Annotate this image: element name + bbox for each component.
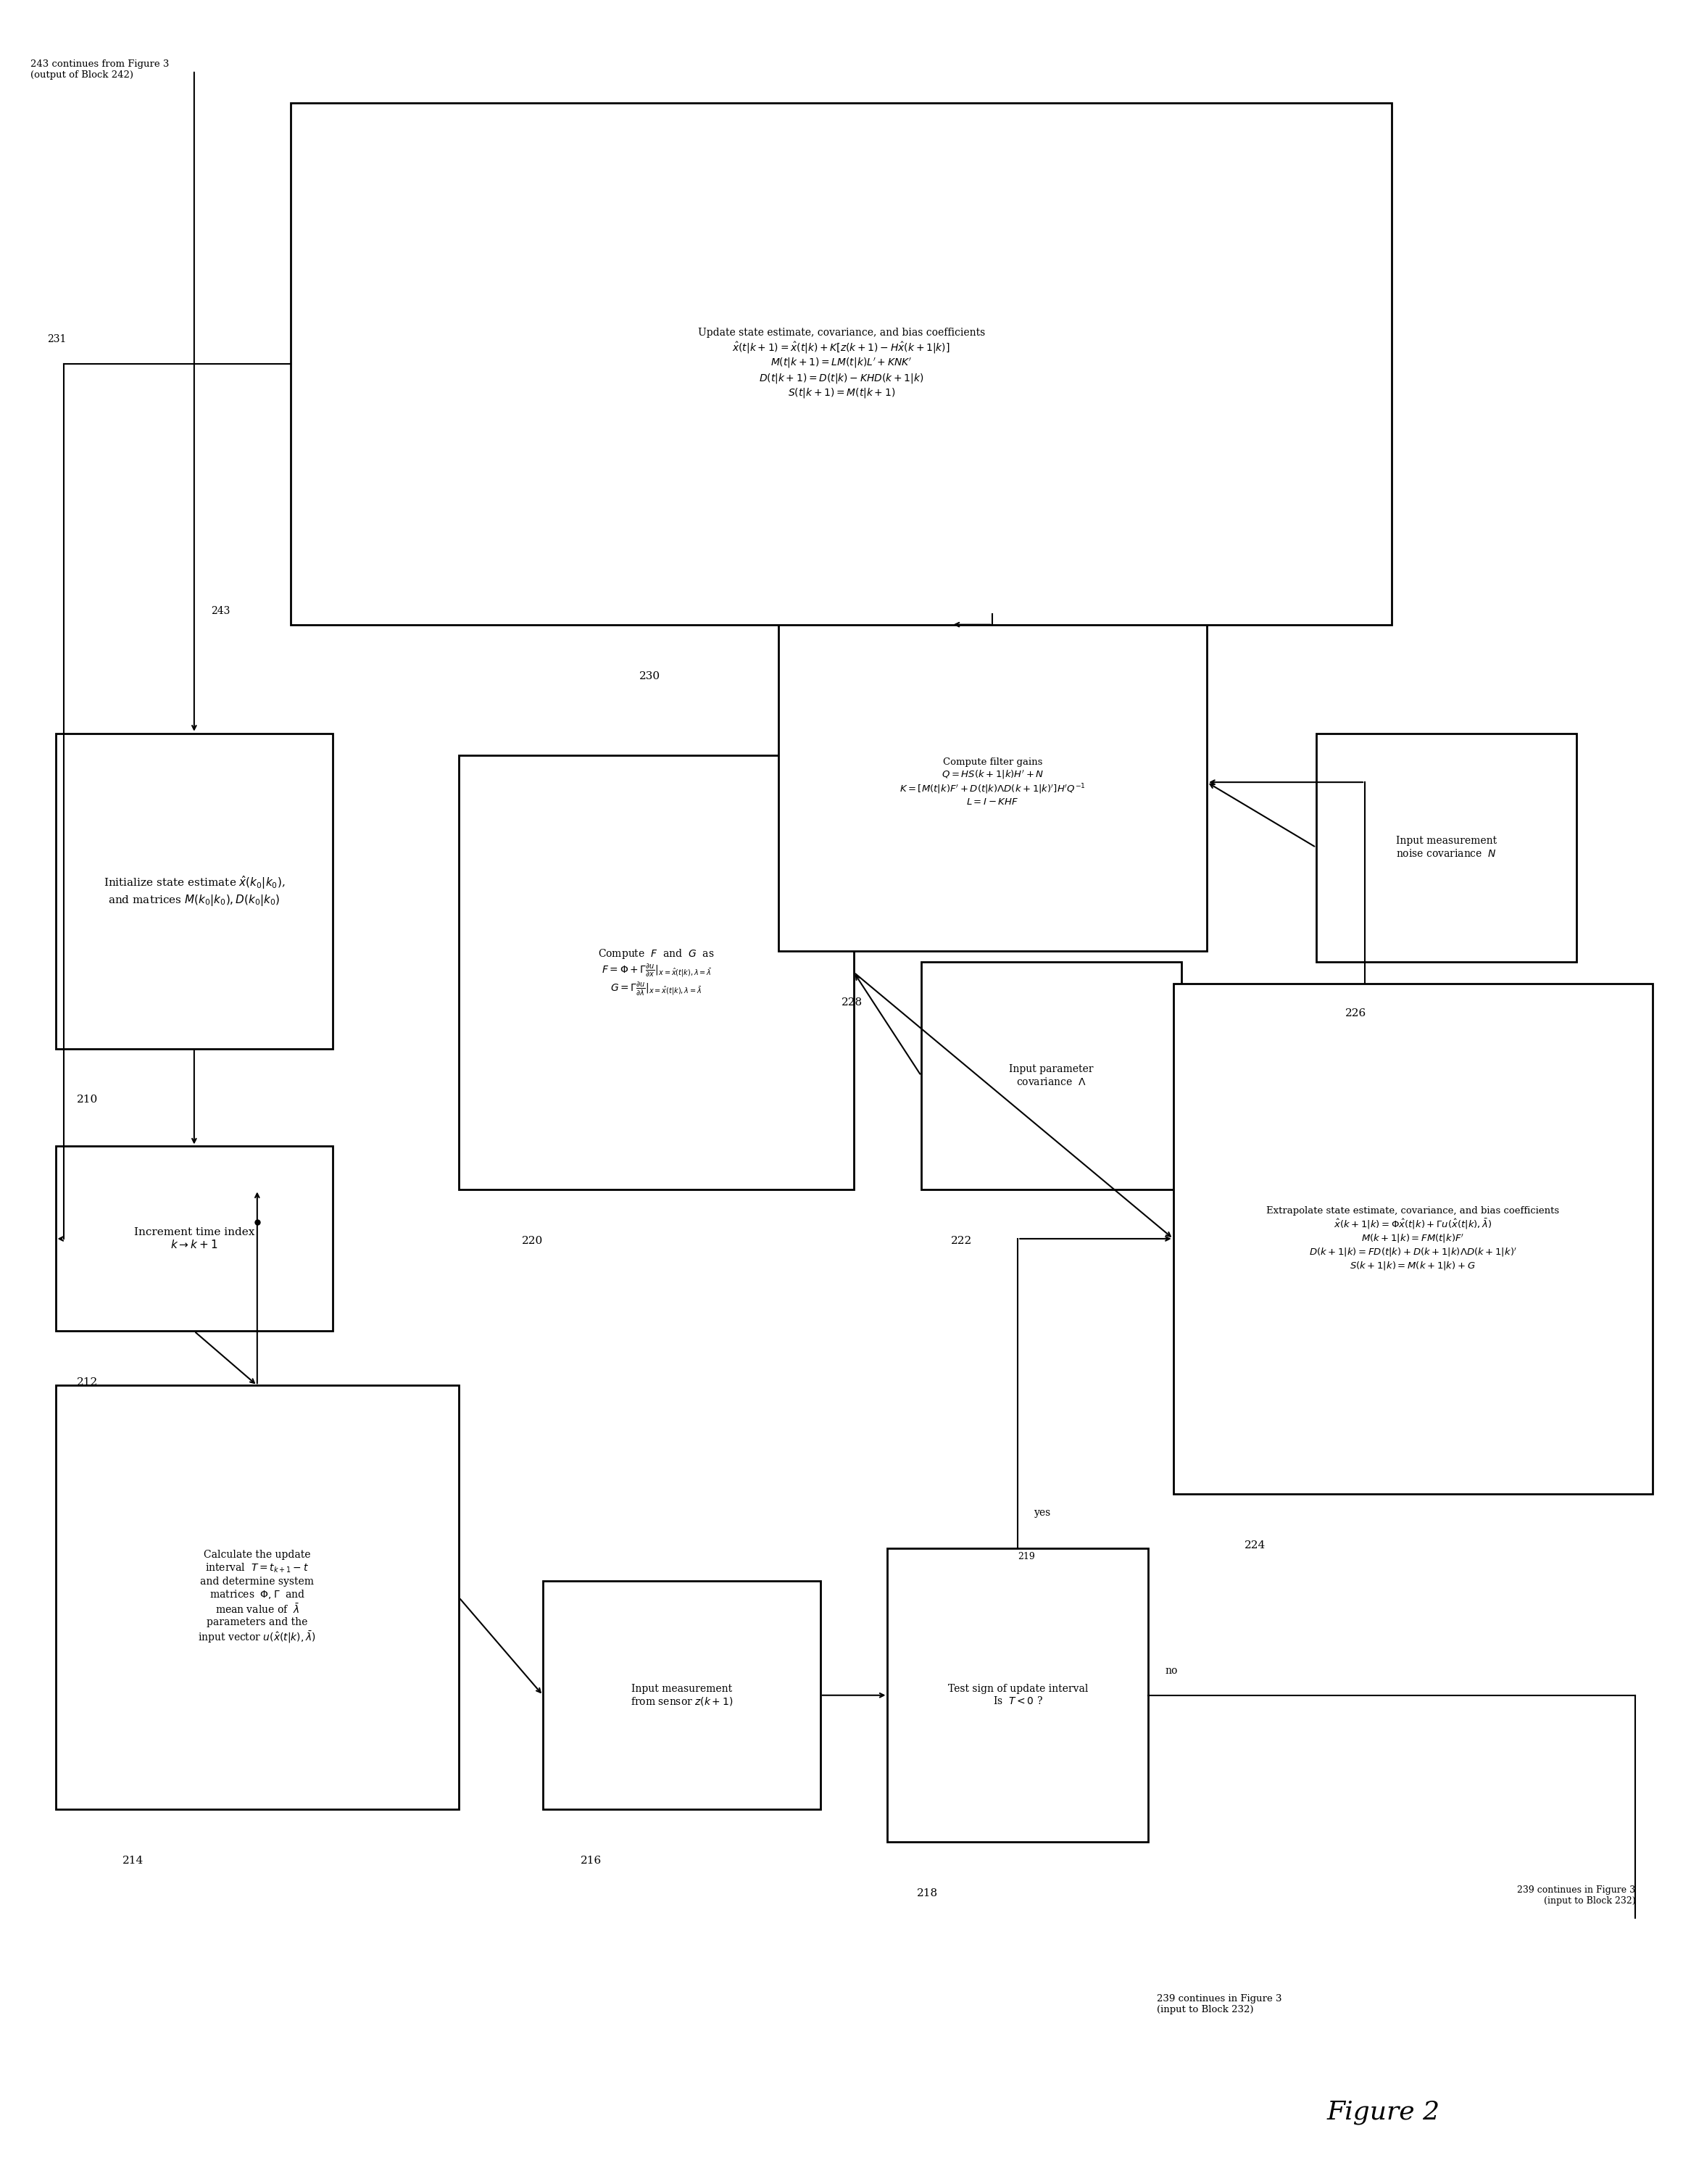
Text: Increment time index
$k \rightarrow k+1$: Increment time index $k \rightarrow k+1$ [134, 1227, 254, 1251]
Text: Test sign of update interval
Is  $T < 0$ ?: Test sign of update interval Is $T < 0$ … [947, 1684, 1087, 1706]
FancyBboxPatch shape [1316, 734, 1576, 961]
Text: 210: 210 [76, 1094, 98, 1105]
Text: 231: 231 [47, 334, 66, 345]
Text: 226: 226 [1346, 1009, 1366, 1018]
Text: 239 continues in Figure 3
(input to Block 232): 239 continues in Figure 3 (input to Bloc… [1517, 1885, 1635, 1907]
FancyBboxPatch shape [291, 103, 1392, 625]
Text: 243: 243 [211, 605, 230, 616]
FancyBboxPatch shape [778, 614, 1207, 950]
Text: Input measurement
from sensor $z(k+1)$: Input measurement from sensor $z(k+1)$ [631, 1684, 732, 1708]
Text: 228: 228 [842, 998, 862, 1007]
FancyBboxPatch shape [458, 756, 854, 1190]
Text: 224: 224 [1245, 1540, 1267, 1551]
Text: 219: 219 [1018, 1553, 1035, 1562]
Text: 230: 230 [639, 670, 661, 681]
FancyBboxPatch shape [922, 961, 1182, 1190]
FancyBboxPatch shape [1174, 983, 1652, 1494]
Text: 222: 222 [950, 1236, 972, 1247]
Text: Compute  $F$  and  $G$  as
$F = \Phi + \Gamma \frac{\partial u}{\partial x}|_{x=: Compute $F$ and $G$ as $F = \Phi + \Gamm… [599, 948, 715, 998]
FancyBboxPatch shape [56, 1385, 458, 1808]
Text: Initialize state estimate $\hat{x}(k_0|k_0)$,
and matrices $M(k_0|k_0), D(k_0|k_: Initialize state estimate $\hat{x}(k_0|k… [103, 874, 284, 909]
Text: Compute filter gains
$Q = HS(k+1|k)H'+N$
$K = [M(t|k)F'+D(t|k)\Lambda D(k+1|k)']: Compute filter gains $Q = HS(k+1|k)H'+N$… [900, 758, 1086, 806]
Text: 218: 218 [917, 1889, 939, 1898]
Text: Input measurement
noise covariance  $N$: Input measurement noise covariance $N$ [1397, 836, 1497, 858]
FancyBboxPatch shape [543, 1581, 820, 1808]
FancyBboxPatch shape [888, 1548, 1148, 1841]
Text: Input parameter
covariance  $\Lambda$: Input parameter covariance $\Lambda$ [1010, 1064, 1094, 1088]
Text: 214: 214 [123, 1856, 144, 1865]
FancyBboxPatch shape [56, 734, 333, 1048]
Text: Update state estimate, covariance, and bias coefficients
$\hat{x}(t|k+1) = \hat{: Update state estimate, covariance, and b… [698, 328, 984, 400]
Text: no: no [1165, 1666, 1177, 1675]
Text: 216: 216 [580, 1856, 602, 1865]
Text: Extrapolate state estimate, covariance, and bias coefficients
$\hat{x}(k+1|k) = : Extrapolate state estimate, covariance, … [1267, 1206, 1559, 1271]
Text: 220: 220 [523, 1236, 543, 1247]
Text: 239 continues in Figure 3
(input to Block 232): 239 continues in Figure 3 (input to Bloc… [1157, 1994, 1282, 2014]
Text: 212: 212 [76, 1378, 98, 1387]
Text: 243 continues from Figure 3
(output of Block 242): 243 continues from Figure 3 (output of B… [30, 59, 169, 79]
FancyBboxPatch shape [56, 1147, 333, 1330]
Text: yes: yes [1035, 1507, 1052, 1518]
Text: Calculate the update
interval  $T = t_{k+1} - t$
and determine system
matrices  : Calculate the update interval $T = t_{k+… [198, 1551, 316, 1645]
Text: Figure 2: Figure 2 [1327, 2101, 1441, 2125]
